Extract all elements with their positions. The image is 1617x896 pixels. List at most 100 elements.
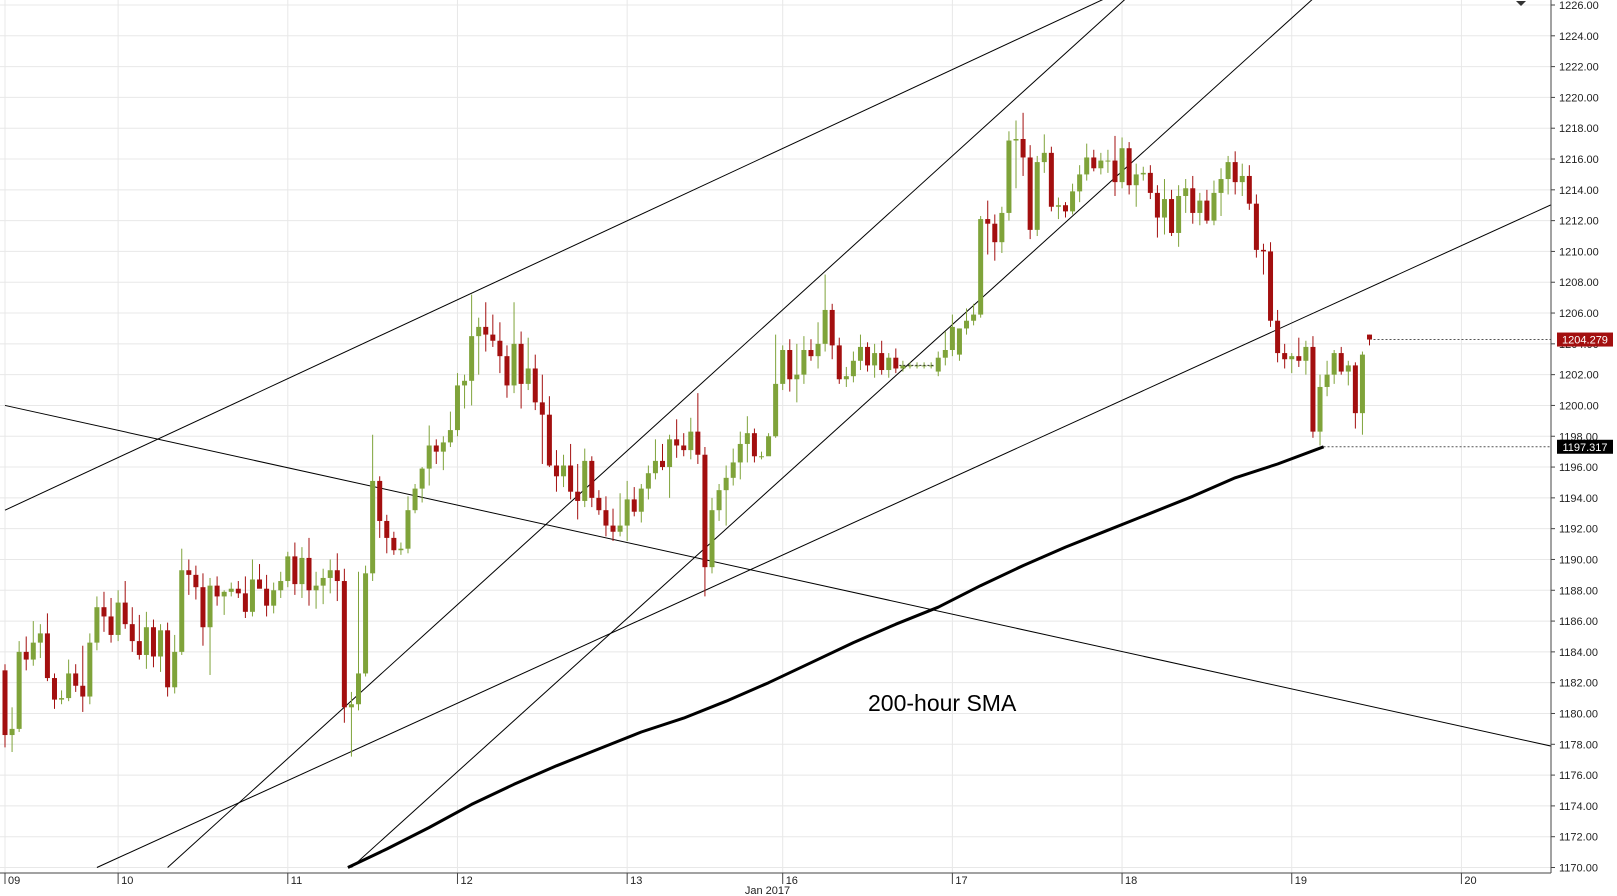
candle <box>667 434 673 498</box>
candle-body <box>1268 251 1274 321</box>
candle <box>942 331 948 366</box>
candle-body <box>674 439 680 446</box>
candle-body <box>87 642 93 697</box>
candle <box>518 331 524 409</box>
x-tick-label: 10 <box>121 875 133 887</box>
candle <box>16 641 22 732</box>
candle-body <box>370 480 376 574</box>
candle <box>546 396 552 468</box>
candle <box>207 577 213 675</box>
candle <box>1345 360 1351 386</box>
candle-body <box>907 365 913 367</box>
candle-body <box>999 212 1005 243</box>
candle-body <box>900 365 906 369</box>
candle-body <box>108 616 114 635</box>
candle-body <box>73 673 79 686</box>
candle <box>1140 166 1146 181</box>
candle <box>129 607 135 652</box>
candle-body <box>1183 188 1189 196</box>
candle-body <box>1027 157 1033 230</box>
candle-body <box>193 574 199 588</box>
candle <box>596 490 602 515</box>
candle-body <box>313 585 319 591</box>
candle <box>1204 189 1210 224</box>
x-tick-label: 17 <box>955 875 967 887</box>
candle-body <box>356 673 361 705</box>
y-tick-label: 1192.00 <box>1559 524 1598 536</box>
candle-body <box>631 499 637 512</box>
candle <box>497 322 503 374</box>
candle-body <box>985 219 991 224</box>
candle-body <box>1232 162 1238 183</box>
candle-body <box>1126 148 1132 186</box>
candle <box>1324 360 1330 397</box>
candle-body <box>59 698 65 700</box>
candle-body <box>476 326 482 337</box>
candle <box>405 496 411 554</box>
candle-body <box>1048 152 1054 207</box>
candle <box>674 419 680 458</box>
candle-body <box>405 510 411 549</box>
candle <box>1169 189 1175 237</box>
candle-body <box>94 607 100 643</box>
candle-body <box>730 462 736 478</box>
candle <box>617 493 623 537</box>
candle-body <box>1289 356 1295 360</box>
candle <box>886 353 892 378</box>
candle <box>462 374 468 409</box>
candle <box>723 465 729 526</box>
candle-body <box>447 430 453 443</box>
candle-body <box>935 357 941 372</box>
candle-body <box>292 556 298 585</box>
candle <box>766 433 772 457</box>
candle-body <box>1154 192 1160 218</box>
candle-body <box>1367 334 1373 340</box>
candle-body <box>469 336 475 381</box>
y-tick-label: 1206.00 <box>1559 308 1599 320</box>
candle <box>645 465 651 500</box>
candle-body <box>575 491 581 501</box>
candle-body <box>518 343 524 384</box>
candle <box>384 514 390 554</box>
candle <box>978 216 984 318</box>
candle <box>1211 180 1217 226</box>
candle-body <box>440 442 446 452</box>
candle <box>610 508 616 541</box>
candle <box>221 590 227 615</box>
candle <box>660 443 666 471</box>
candle <box>1359 351 1365 435</box>
candle-body <box>101 607 107 617</box>
candle <box>504 345 510 398</box>
candle <box>1183 179 1189 213</box>
x-tick-label: 13 <box>630 875 642 887</box>
candle <box>1091 149 1097 172</box>
candle-body <box>886 357 892 371</box>
candle <box>532 354 538 411</box>
candle-body <box>150 627 156 657</box>
candle <box>758 451 764 460</box>
candle-body <box>257 579 263 589</box>
candle-body <box>186 570 192 575</box>
x-tick-label: 18 <box>1125 875 1137 887</box>
candle-body <box>1041 152 1047 163</box>
x-axis-panel <box>0 873 1617 896</box>
candle <box>193 565 199 600</box>
candle-body <box>398 548 404 551</box>
candle-body <box>115 602 121 635</box>
candle <box>568 443 574 500</box>
candle <box>624 480 630 541</box>
candle-body <box>751 433 757 457</box>
chevron-down-icon[interactable] <box>1516 1 1526 6</box>
candle-body <box>242 593 248 612</box>
candle <box>1331 350 1337 384</box>
candle-body <box>172 651 178 688</box>
candle <box>1260 243 1266 275</box>
candle <box>794 343 800 403</box>
candle-body <box>638 488 644 512</box>
candle <box>702 447 708 597</box>
candle-body <box>766 436 772 457</box>
candle-body <box>1077 174 1083 192</box>
candle <box>822 274 828 352</box>
candle <box>334 553 340 602</box>
candle-body <box>426 445 432 469</box>
